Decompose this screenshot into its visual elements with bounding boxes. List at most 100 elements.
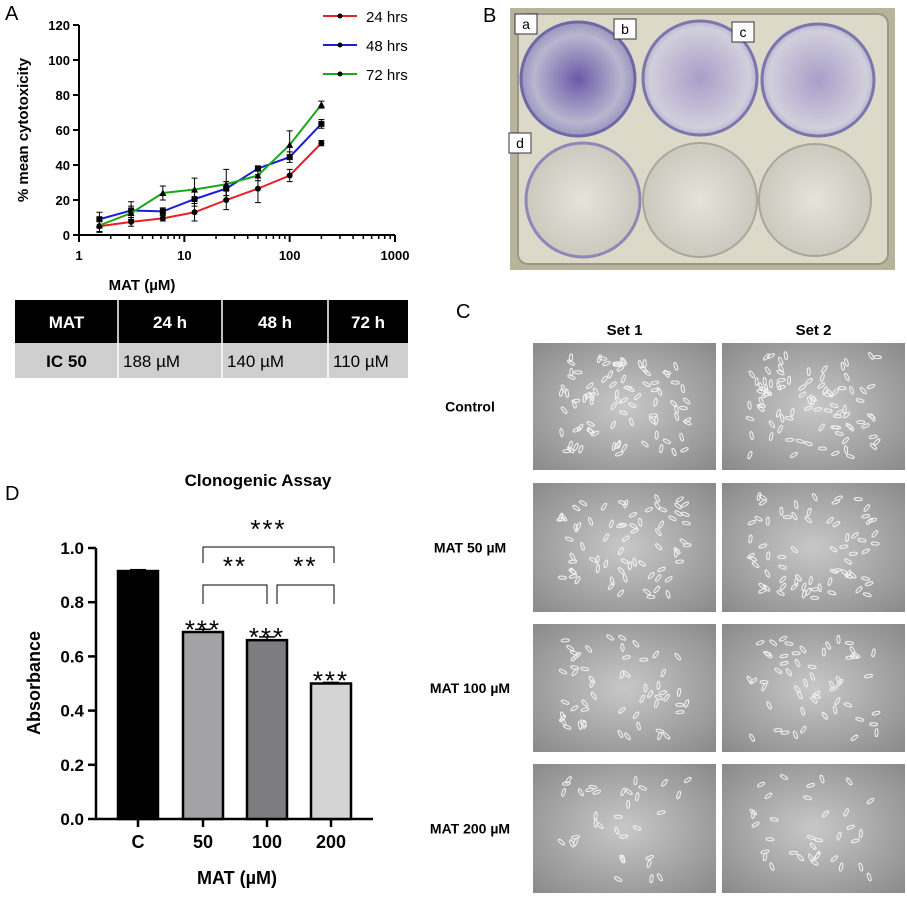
data-point [254, 185, 261, 192]
y-tick-label: 120 [48, 18, 70, 33]
cell [751, 821, 760, 828]
cell [673, 547, 681, 555]
panel-label-c: C [456, 301, 470, 323]
cell [652, 650, 660, 659]
cell [819, 774, 825, 784]
cell [624, 732, 631, 741]
cell [823, 408, 833, 413]
cell [810, 696, 818, 704]
cell [570, 665, 580, 670]
cell [778, 564, 787, 570]
cell [589, 557, 598, 563]
cell [654, 494, 660, 503]
cell [643, 369, 652, 376]
panel-label-d: D [5, 483, 19, 505]
cell [776, 369, 785, 376]
cell [832, 520, 841, 528]
cell [871, 710, 881, 716]
column-header: Set 1 [607, 322, 643, 339]
cell [747, 520, 756, 526]
cell [859, 387, 867, 395]
cell [556, 517, 566, 522]
data-point [318, 140, 325, 147]
x-axis-label: MAT (µM) [197, 868, 277, 888]
cell [817, 382, 826, 389]
cell [864, 581, 874, 587]
cell [620, 787, 626, 797]
cell [619, 670, 625, 680]
cell [619, 397, 629, 404]
data-point [286, 172, 293, 179]
cell [818, 423, 825, 432]
data-point [317, 101, 325, 108]
cell [840, 569, 849, 576]
data-point [222, 180, 230, 188]
cell [806, 367, 811, 377]
data-point [191, 209, 198, 216]
cell [817, 446, 827, 451]
cell [821, 647, 826, 657]
cell [650, 387, 660, 393]
cell [747, 450, 753, 460]
table-header-cell: MAT [49, 313, 85, 332]
cell [559, 428, 564, 437]
cell [844, 558, 853, 565]
cell [630, 528, 639, 534]
cell [612, 361, 622, 366]
bar-C [116, 569, 160, 821]
y-tick-label: 60 [56, 123, 70, 138]
micrograph-image [722, 483, 905, 612]
cell [848, 551, 858, 556]
cell [861, 423, 870, 429]
cell [874, 728, 879, 738]
cell [838, 862, 844, 872]
cell [603, 533, 609, 542]
cell [807, 664, 817, 670]
cell [633, 776, 638, 786]
x-tick-label: C [132, 832, 145, 852]
cell [829, 568, 839, 574]
cell [628, 511, 638, 518]
cell [614, 389, 619, 399]
cell [829, 686, 838, 692]
row-label: Control [445, 399, 495, 415]
cell [568, 559, 578, 564]
cell [832, 388, 839, 396]
cell [622, 573, 628, 583]
cell [606, 634, 615, 641]
cell [764, 388, 773, 396]
panel-label-b: B [483, 5, 496, 27]
cell [609, 519, 614, 529]
cell [812, 693, 821, 699]
cell [674, 412, 680, 421]
bracket-label: ** [293, 551, 317, 581]
cell [748, 556, 758, 562]
cell [572, 399, 577, 409]
cell [655, 543, 663, 551]
cell [777, 364, 784, 373]
cell [610, 420, 616, 430]
cell [636, 721, 641, 731]
cell [619, 834, 629, 839]
cell [764, 792, 773, 800]
cell [794, 658, 801, 668]
cell [868, 351, 875, 360]
y-tick-label: 0.6 [60, 647, 84, 666]
cell [825, 641, 831, 650]
cell [856, 420, 866, 425]
cell [655, 728, 665, 734]
cell [845, 777, 853, 786]
cell [862, 592, 872, 598]
cell [855, 586, 863, 594]
cell [617, 547, 624, 556]
cell [676, 790, 682, 800]
cell [656, 873, 663, 882]
well-a [519, 20, 637, 138]
cell [620, 854, 626, 864]
cell [647, 690, 654, 698]
cell [621, 535, 630, 542]
cell [562, 724, 572, 730]
x-tick-label: 10 [177, 248, 191, 263]
cell [832, 568, 841, 573]
cell [571, 668, 579, 677]
